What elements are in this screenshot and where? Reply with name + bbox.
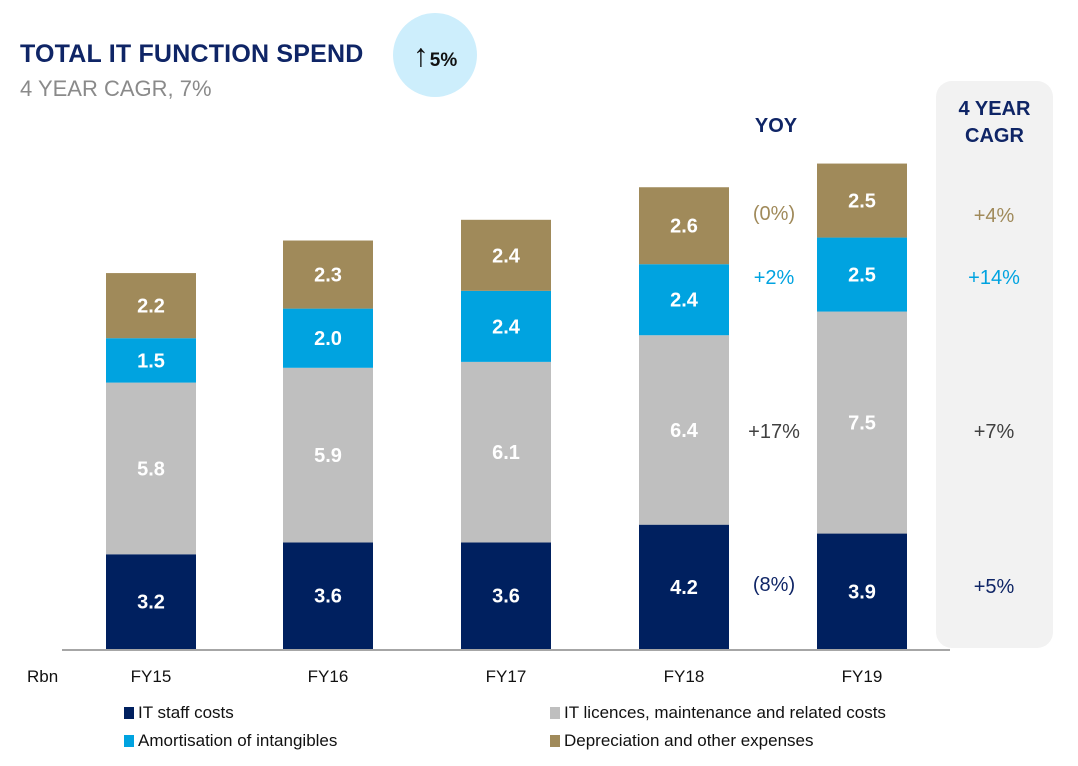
legend-item-depreciation: Depreciation and other expenses xyxy=(550,731,814,751)
data-label-depreciation-fy19: 2.5 xyxy=(848,191,876,213)
legend-swatch-staff xyxy=(124,707,134,719)
legend-label-staff: IT staff costs xyxy=(138,703,234,722)
data-label-licences-fy19: 7.5 xyxy=(848,413,876,435)
data-label-depreciation-fy18: 2.6 xyxy=(670,216,698,238)
bar-segment-amortisation-fy18 xyxy=(639,264,729,336)
data-label-depreciation-fy17: 2.4 xyxy=(492,245,521,267)
cagr-heading-line2: CAGR xyxy=(965,125,1024,147)
cagr-panel xyxy=(936,81,1053,648)
data-label-depreciation-fy16: 2.3 xyxy=(314,265,342,287)
data-label-licences-fy15: 5.8 xyxy=(137,458,165,480)
legend-label-licences: IT licences, maintenance and related cos… xyxy=(564,703,886,722)
bar-segment-staff-fy18 xyxy=(639,524,729,649)
bar-segment-licences-fy18 xyxy=(639,335,729,525)
data-label-staff-fy18: 4.2 xyxy=(670,577,698,599)
cagr-amortisation: +14% xyxy=(968,267,1020,289)
x-tick-label-fy15: FY15 xyxy=(131,667,172,686)
bar-segment-amortisation-fy16 xyxy=(283,308,373,368)
yoy-depreciation: (0%) xyxy=(752,203,796,225)
bar-segment-depreciation-fy19 xyxy=(817,163,907,238)
unit-label: Rbn xyxy=(27,667,58,686)
cagr-staff: +5% xyxy=(973,576,1015,598)
data-label-amortisation-fy15: 1.5 xyxy=(137,350,165,372)
yoy-heading: YOY xyxy=(754,115,798,137)
up-arrow-icon: ↑ xyxy=(412,37,429,73)
bar-segment-licences-fy16 xyxy=(283,367,373,543)
cagr-heading: 4 YEAR CAGR xyxy=(936,96,1053,150)
bar-segment-licences-fy17 xyxy=(461,361,551,543)
cagr-licences: +7% xyxy=(973,421,1015,443)
bar-segment-depreciation-fy16 xyxy=(283,240,373,309)
bar-segment-licences-fy19 xyxy=(817,311,907,534)
yoy-amortisation: +2% xyxy=(753,267,795,289)
chart-title: TOTAL IT FUNCTION SPEND xyxy=(20,40,364,68)
bar-segment-amortisation-fy19 xyxy=(817,237,907,312)
bar-segment-depreciation-fy15 xyxy=(106,273,196,339)
chart-subtitle: 4 YEAR CAGR, 7% xyxy=(20,76,212,101)
cagr-heading-line1: 4 YEAR xyxy=(958,98,1031,120)
data-label-staff-fy17: 3.6 xyxy=(492,586,520,608)
data-label-staff-fy16: 3.6 xyxy=(314,586,342,608)
yoy-staff: (8%) xyxy=(752,574,796,596)
bar-segment-depreciation-fy17 xyxy=(461,219,551,291)
growth-badge-value: 5% xyxy=(429,50,458,71)
bar-segment-licences-fy15 xyxy=(106,382,196,555)
bar-segment-amortisation-fy17 xyxy=(461,290,551,362)
bar-segment-amortisation-fy15 xyxy=(106,338,196,383)
x-tick-label-fy19: FY19 xyxy=(842,667,883,686)
data-label-amortisation-fy17: 2.4 xyxy=(492,316,521,338)
legend-swatch-depreciation xyxy=(550,735,560,747)
growth-badge: ↑ 5% xyxy=(393,13,477,97)
data-label-amortisation-fy19: 2.5 xyxy=(848,265,876,287)
legend-label-amortisation: Amortisation of intangibles xyxy=(138,731,338,750)
x-tick-label-fy16: FY16 xyxy=(308,667,349,686)
data-label-staff-fy15: 3.2 xyxy=(137,592,165,614)
bar-segment-staff-fy15 xyxy=(106,554,196,649)
legend-item-licences: IT licences, maintenance and related cos… xyxy=(550,703,886,723)
data-label-staff-fy19: 3.9 xyxy=(848,581,876,603)
yoy-licences: +17% xyxy=(748,421,800,443)
data-label-licences-fy18: 6.4 xyxy=(670,420,699,442)
bar-segment-staff-fy19 xyxy=(817,533,907,649)
data-label-amortisation-fy16: 2.0 xyxy=(314,328,342,350)
x-tick-label-fy17: FY17 xyxy=(486,667,527,686)
cagr-depreciation: +4% xyxy=(973,205,1015,227)
data-label-depreciation-fy15: 2.2 xyxy=(137,296,165,318)
data-label-licences-fy16: 5.9 xyxy=(314,445,342,467)
legend-item-amortisation: Amortisation of intangibles xyxy=(124,731,337,751)
legend-label-depreciation: Depreciation and other expenses xyxy=(564,731,814,750)
legend-swatch-amortisation xyxy=(124,735,134,747)
legend-swatch-licences xyxy=(550,707,560,719)
legend-item-staff: IT staff costs xyxy=(124,703,234,723)
data-label-licences-fy17: 6.1 xyxy=(492,442,520,464)
bar-segment-staff-fy17 xyxy=(461,542,551,649)
data-label-amortisation-fy18: 2.4 xyxy=(670,290,699,312)
bar-segment-depreciation-fy18 xyxy=(639,187,729,265)
bar-segment-staff-fy16 xyxy=(283,542,373,649)
x-tick-label-fy18: FY18 xyxy=(664,667,705,686)
